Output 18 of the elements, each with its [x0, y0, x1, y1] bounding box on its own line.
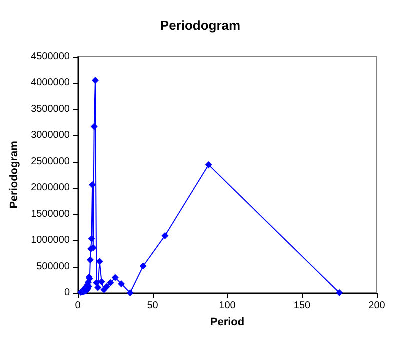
- y-tick-label: 4000000: [31, 78, 70, 89]
- y-tick-label: 1000000: [31, 235, 70, 246]
- y-tick-label: 3000000: [31, 130, 70, 142]
- x-tick-label: 0: [75, 300, 82, 312]
- y-tick-label: 500000: [36, 261, 70, 272]
- y-tick-label: 4500000: [31, 52, 70, 62]
- x-axis-title: Period: [210, 316, 245, 328]
- y-tick-label: 2500000: [31, 156, 70, 168]
- x-tick-label: 200: [368, 300, 386, 312]
- y-tick-label: 2000000: [31, 182, 70, 194]
- x-tick-label: 150: [294, 300, 312, 312]
- x-tick-label: 50: [147, 300, 159, 312]
- y-tick-label: 1500000: [31, 208, 70, 220]
- y-tick-label: 3500000: [31, 104, 70, 115]
- y-axis-title: Periodogram: [8, 140, 21, 209]
- x-tick-label: 100: [219, 300, 236, 312]
- y-tick-label: 0: [64, 288, 70, 298]
- chart-title: Periodogram: [160, 18, 241, 33]
